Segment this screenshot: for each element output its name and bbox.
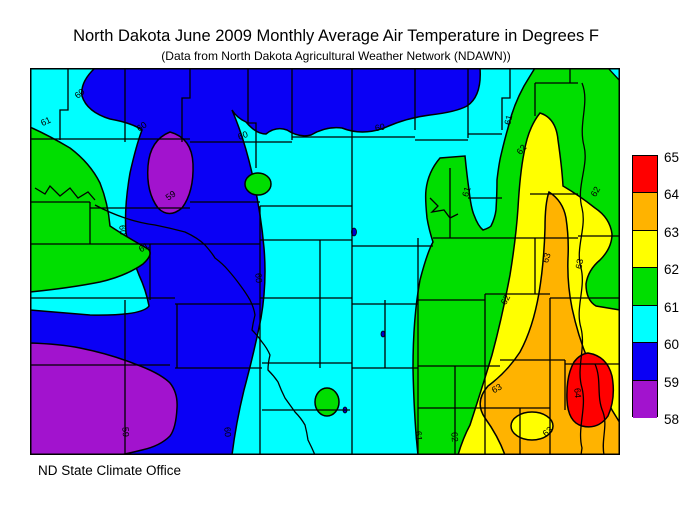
contour-label-61: 61 — [137, 241, 151, 255]
region-cyan-ne-wedge — [607, 68, 620, 82]
contour-label-61: 61 — [460, 185, 473, 198]
contour-map: 60 60 61 59 60 61 60 60 60 59 60 61 62 61 61 62 62 62 63 63… — [30, 68, 620, 455]
contour-label-59: 59 — [164, 189, 178, 203]
contour-label-62: 62 — [449, 432, 460, 443]
colorbar-tick-61: 61 — [664, 299, 680, 315]
map-svg: 60 60 61 59 60 61 60 60 60 59 60 61 62 61 61 62 62 62 63 63… — [30, 68, 620, 455]
contour-label-60: 60 — [135, 120, 149, 134]
contour-label-63: 63 — [540, 251, 553, 264]
colorbar-tick-62: 62 — [664, 262, 680, 278]
footer-credit: ND State Climate Office — [38, 463, 182, 478]
chart-title: North Dakota June 2009 Monthly Average A… — [73, 27, 599, 45]
region-purple-southwest-58-59 — [30, 342, 178, 455]
colorbar — [632, 155, 658, 418]
contour-label-60: 60 — [236, 129, 249, 142]
contour-label-61: 61 — [502, 114, 514, 126]
state-border — [30, 68, 620, 455]
river-boundaries — [94, 82, 606, 455]
colorbar-tick-60: 60 — [664, 337, 680, 353]
region-green-pocket-south — [314, 387, 340, 417]
county-boundaries — [30, 68, 620, 455]
contour-label-61: 61 — [39, 115, 52, 128]
colorbar-tick-58: 58 — [664, 412, 680, 427]
colorbar-tick-63: 63 — [664, 224, 680, 240]
region-green-pocket-west — [244, 172, 272, 196]
contour-label-60: 60 — [374, 121, 386, 133]
region-purple-north-58-59 — [146, 131, 194, 215]
contour-label-59: 59 — [120, 427, 131, 438]
colorbar-tick-59: 59 — [664, 374, 680, 390]
colorbar-block-64-65 — [633, 156, 657, 194]
contour-label-61: 61 — [413, 431, 424, 442]
contour-label-62: 62 — [514, 143, 528, 157]
chart-subtitle: (Data from North Dakota Agricultural Wea… — [161, 49, 511, 63]
colorbar-block-59-60 — [633, 343, 657, 381]
contour-label-63: 63 — [541, 424, 555, 438]
contour-label-60: 60 — [253, 273, 264, 284]
colorbar-block-60-61 — [633, 305, 657, 344]
region-blue-59-60 — [30, 68, 481, 455]
region-yellow-pocket-62-63 — [510, 411, 554, 441]
contour-label-60: 60 — [117, 225, 128, 236]
contour-label-64: 64 — [572, 388, 583, 399]
contour-label-63: 63 — [574, 258, 586, 270]
contour-label-60: 60 — [222, 427, 233, 438]
contour-label-62: 62 — [499, 293, 513, 307]
colorbar-block-61-62 — [633, 268, 657, 306]
colorbar-block-62-63 — [633, 230, 657, 269]
contour-label-60: 60 — [73, 86, 87, 100]
contour-labels-group: 60 60 61 59 60 61 60 60 60 59 60 61 62 61 61 62 62 62 63 63… — [39, 86, 602, 442]
colorbar-block-63-64 — [633, 193, 657, 231]
colorbar-tick-65: 65 — [664, 150, 680, 165]
contour-label-63: 63 — [490, 382, 504, 396]
colorbar-block-58-59 — [633, 380, 657, 418]
contour-label-62: 62 — [589, 185, 603, 199]
colorbar-tick-64: 64 — [664, 187, 680, 203]
